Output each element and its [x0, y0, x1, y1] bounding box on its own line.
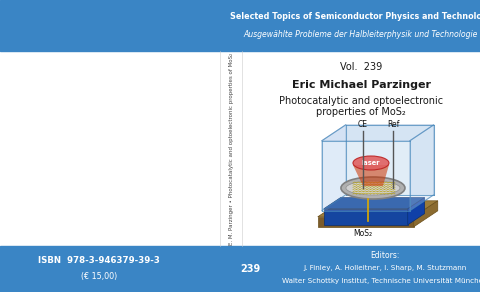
Text: E. M. Parzinger • Photocatalytic and optoelectronic properties of MoS₂: E. M. Parzinger • Photocatalytic and opt… [228, 52, 233, 245]
Text: Editors:: Editors: [370, 251, 399, 260]
Text: properties of MoS₂: properties of MoS₂ [316, 107, 406, 117]
Text: Ref: Ref [387, 120, 399, 129]
Text: Selected Topics of Semiconductor Physics and Technology: Selected Topics of Semiconductor Physics… [229, 12, 480, 21]
Text: Ausgewählte Probleme der Halbleiterphysik und Technologie: Ausgewählte Probleme der Halbleiterphysi… [244, 30, 478, 39]
Text: CE: CE [358, 120, 368, 129]
Polygon shape [322, 125, 434, 141]
Polygon shape [322, 141, 410, 211]
Text: Eric Michael Parzinger: Eric Michael Parzinger [291, 80, 431, 90]
Text: MoS₂: MoS₂ [353, 229, 372, 238]
Ellipse shape [341, 177, 405, 199]
Text: laser: laser [362, 160, 380, 166]
Polygon shape [414, 201, 438, 227]
Polygon shape [346, 125, 434, 195]
Polygon shape [410, 125, 434, 211]
Text: Walter Schottky Institut, Technische Universität München: Walter Schottky Institut, Technische Uni… [282, 277, 480, 284]
Polygon shape [324, 209, 408, 225]
Text: ISBN  978-3-946379-39-3: ISBN 978-3-946379-39-3 [38, 256, 160, 265]
Ellipse shape [353, 156, 389, 170]
Ellipse shape [346, 181, 400, 195]
Bar [0, 246, 480, 292]
Polygon shape [318, 217, 414, 227]
Polygon shape [322, 125, 346, 211]
Polygon shape [318, 201, 438, 217]
Text: J. Finley, A. Holleitner, I. Sharp, M. Stutzmann: J. Finley, A. Holleitner, I. Sharp, M. S… [303, 265, 467, 271]
Text: 239: 239 [240, 264, 260, 274]
Text: Vol.  239: Vol. 239 [340, 62, 382, 72]
Bar [0, 0, 480, 51]
Polygon shape [408, 198, 424, 225]
Polygon shape [353, 165, 389, 186]
Polygon shape [324, 198, 424, 209]
Text: (€ 15,00): (€ 15,00) [81, 272, 117, 281]
Text: Photocatalytic and optoelectronic: Photocatalytic and optoelectronic [279, 96, 443, 106]
